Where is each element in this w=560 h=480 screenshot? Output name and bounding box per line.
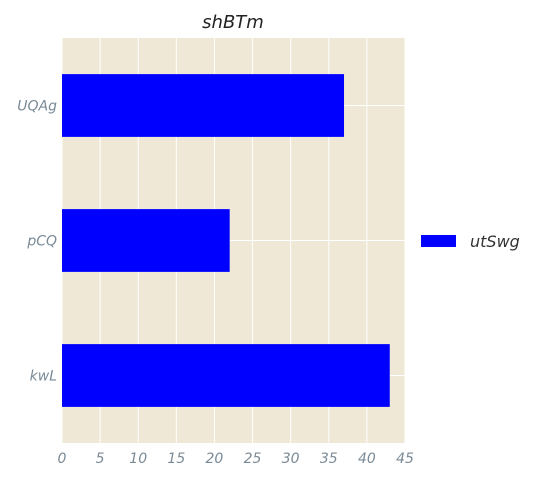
y-tick-label-UQAg: UQAg xyxy=(17,99,57,115)
x-tick-label-7: 35 xyxy=(320,451,338,467)
x-tick-label-9: 45 xyxy=(396,451,414,467)
x-tick-labels: 0 5 10 15 20 25 30 35 40 45 xyxy=(58,451,414,467)
x-tick-label-2: 10 xyxy=(129,451,147,467)
legend: utSwg xyxy=(421,232,520,251)
chart-title: shBTm xyxy=(202,12,264,33)
x-tick-label-0: 0 xyxy=(58,451,67,467)
x-tick-label-3: 15 xyxy=(167,451,185,467)
y-tick-label-pCQ: pCQ xyxy=(26,234,57,250)
legend-label: utSwg xyxy=(470,232,520,251)
x-tick-label-5: 25 xyxy=(244,451,262,467)
x-tick-label-4: 20 xyxy=(206,451,224,467)
y-tick-labels: UQAg pCQ kwL xyxy=(17,99,57,385)
bar-pCQ xyxy=(62,209,230,272)
x-tick-label-8: 40 xyxy=(358,451,376,467)
bars xyxy=(62,74,390,407)
legend-swatch xyxy=(421,235,456,247)
x-tick-label-1: 5 xyxy=(96,451,105,467)
x-tick-label-6: 30 xyxy=(282,451,300,467)
y-tick-label-kwL: kwL xyxy=(30,369,57,385)
bar-kwL xyxy=(62,344,390,407)
bar-UQAg xyxy=(62,74,345,137)
